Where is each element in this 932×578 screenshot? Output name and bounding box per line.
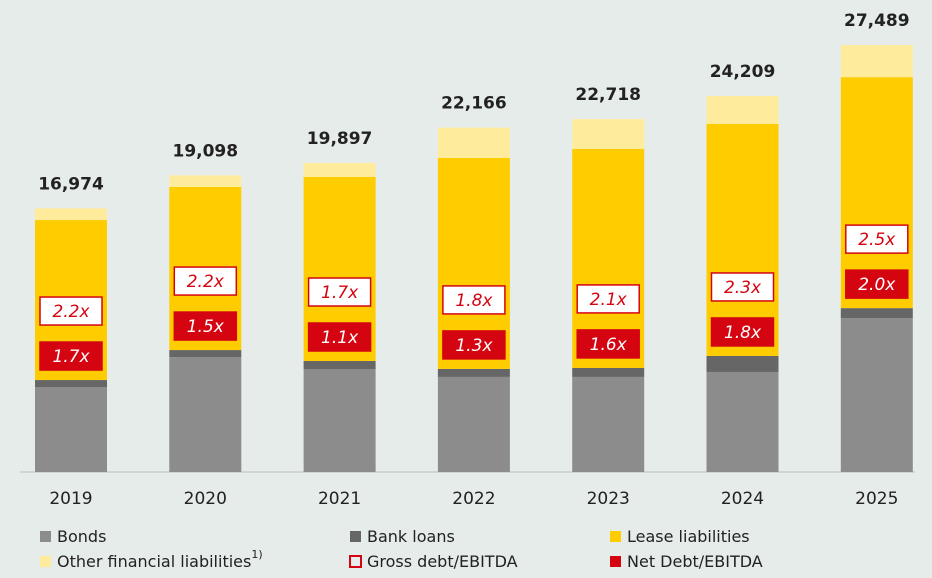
- legend-name: Bonds: [57, 527, 106, 546]
- legend-swatch: [610, 556, 621, 567]
- bar-segment: [169, 350, 242, 358]
- ratio-box: [576, 329, 640, 359]
- total-label: 22,718: [575, 85, 641, 105]
- legend-label: Bank loans: [367, 527, 455, 546]
- legend-swatch: [349, 555, 362, 568]
- x-tick-label: 2020: [184, 489, 227, 509]
- bar-segment: [706, 95, 779, 124]
- x-tick-label: 2022: [452, 489, 495, 509]
- ratio-box: [442, 330, 506, 360]
- bar-segment: [437, 376, 510, 472]
- ratio-label: 1.1x: [321, 328, 359, 348]
- bar-segment: [572, 367, 645, 377]
- bar-segment: [169, 357, 242, 472]
- legend-name: Gross debt/EBITDA: [367, 552, 518, 571]
- ratio-box: [710, 317, 775, 347]
- ratio-label: 2.2x: [52, 302, 90, 322]
- legend-label: Net Debt/EBITDA: [627, 552, 763, 571]
- x-tick-label: 2019: [49, 489, 92, 509]
- bar-segment: [840, 318, 913, 472]
- legend-footnote: 1): [251, 548, 262, 561]
- total-label: 24,209: [710, 62, 776, 82]
- ratio-label: 2.2x: [187, 272, 225, 292]
- ratio-label: 1.8x: [455, 291, 493, 311]
- ratio-box: [576, 284, 640, 314]
- ratio-box: [710, 272, 775, 302]
- total-label: 22,166: [441, 94, 507, 114]
- total-label: 16,974: [38, 174, 104, 194]
- legend-swatch: [40, 531, 51, 542]
- legend-name: Lease liabilities: [627, 527, 750, 546]
- ratio-label: 1.6x: [590, 335, 628, 355]
- ratio-label: 1.8x: [724, 323, 762, 343]
- ratio-label: 1.7x: [321, 283, 359, 303]
- total-label: 19,098: [172, 141, 238, 161]
- bar-segment: [437, 127, 510, 158]
- ratio-label: 2.3x: [724, 278, 762, 298]
- ratio-box: [39, 341, 103, 371]
- ratio-box: [307, 322, 372, 352]
- ratio-label: 2.5x: [858, 230, 896, 250]
- ratio-label: 1.7x: [52, 347, 90, 367]
- bar-segment: [35, 387, 107, 472]
- bar-segment: [572, 119, 645, 149]
- bar-segment: [35, 208, 107, 221]
- legend-label: Bonds: [57, 527, 106, 546]
- legend-swatch: [610, 531, 621, 542]
- ratio-box: [845, 269, 909, 299]
- bar-segment: [35, 380, 107, 388]
- ratio-box: [39, 296, 103, 326]
- ratio-label: 1.3x: [455, 336, 493, 356]
- legend-label: Lease liabilities: [627, 527, 750, 546]
- bar-segment: [437, 368, 510, 377]
- bar-segment: [303, 162, 376, 177]
- ratio-box: [307, 277, 372, 307]
- total-label: 27,489: [844, 11, 910, 31]
- x-tick-label: 2024: [721, 489, 764, 509]
- bar-segment: [572, 376, 645, 472]
- bar-segment: [303, 361, 376, 370]
- total-label: 19,897: [307, 129, 373, 149]
- legend-swatch: [40, 556, 51, 567]
- bar-segment: [840, 308, 913, 319]
- bar-segment: [706, 355, 779, 372]
- ratio-box: [173, 266, 238, 296]
- legend-label: Other financial liabilities1): [57, 548, 263, 571]
- x-tick-label: 2025: [855, 489, 898, 509]
- ratio-box: [845, 224, 909, 254]
- ratio-label: 2.1x: [590, 290, 628, 310]
- legend-name: Net Debt/EBITDA: [627, 552, 763, 571]
- ratio-label: 2.0x: [858, 275, 896, 295]
- legend-name: Bank loans: [367, 527, 455, 546]
- legend-name: Other financial liabilities: [57, 552, 251, 571]
- bar-segment: [706, 371, 779, 472]
- ratio-box: [442, 285, 506, 315]
- x-tick-label: 2021: [318, 489, 361, 509]
- ratio-box: [173, 311, 238, 341]
- bar-segment: [169, 175, 242, 187]
- bar-segment: [840, 45, 913, 78]
- ratio-label: 1.5x: [187, 317, 225, 337]
- legend-swatch: [350, 531, 361, 542]
- bar-segment: [303, 369, 376, 472]
- x-tick-label: 2023: [587, 489, 630, 509]
- legend-label: Gross debt/EBITDA: [367, 552, 518, 571]
